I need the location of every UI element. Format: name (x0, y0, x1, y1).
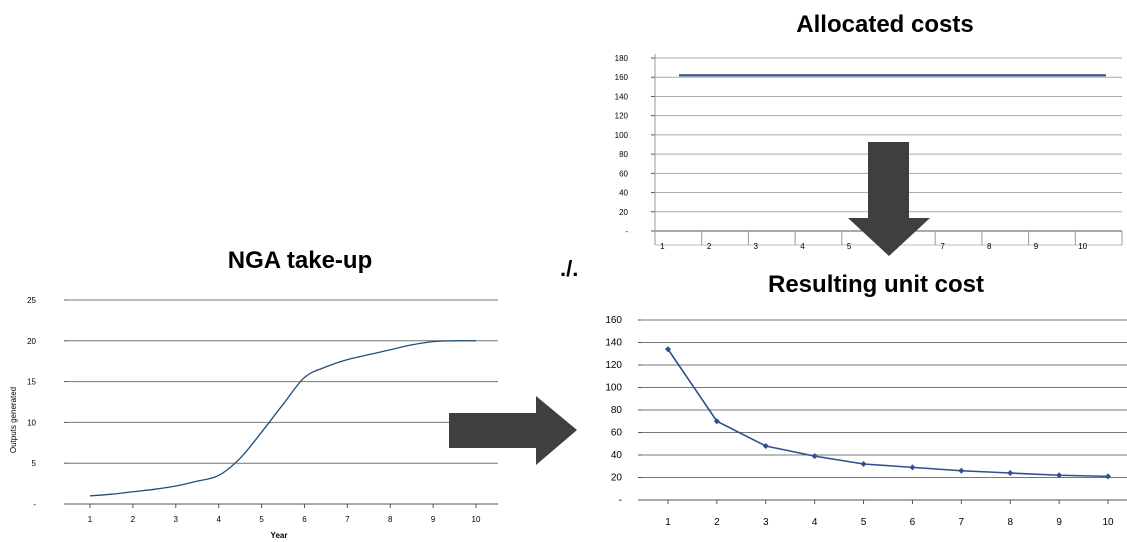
y-tick-label: 180 (615, 54, 629, 63)
y-tick-label: 160 (615, 73, 629, 82)
y-tick-label: 20 (27, 337, 36, 346)
x-tick-label: 8 (388, 515, 393, 524)
y-tick-label: 60 (611, 428, 623, 439)
x-tick-label: 3 (754, 242, 759, 251)
y-tick-label: 120 (605, 360, 622, 371)
chart-title: Resulting unit cost (768, 271, 984, 298)
x-tick-label: 4 (800, 242, 805, 251)
chart-allocated-costs: Allocated costs - 20 40 60 80 100 120 140 160 180… (615, 11, 1123, 251)
y-tick-label: 120 (615, 112, 629, 121)
y-tick-labels: - 20 40 60 80 100 120 140 160 180 (615, 54, 629, 236)
chart-title: NGA take-up (228, 247, 372, 274)
y-tick-label: 20 (619, 208, 628, 217)
series-markers (665, 346, 1111, 480)
data-point (1056, 472, 1063, 479)
x-tick-label: 10 (1078, 242, 1087, 251)
y-tick-label: 100 (605, 383, 622, 394)
x-tick-label: 1 (88, 515, 93, 524)
x-tick-label: 7 (345, 515, 350, 524)
x-tick-label: 8 (987, 242, 992, 251)
gridlines (638, 319, 1127, 504)
data-point (1105, 473, 1111, 480)
y-tick-label: 100 (615, 131, 629, 140)
y-tick-labels: - 20 40 60 80 100 120 140 160 (605, 315, 622, 506)
y-tick-label: - (619, 495, 622, 506)
x-tick-label: 5 (847, 242, 852, 251)
y-tick-label: 160 (605, 315, 622, 326)
data-point (713, 418, 720, 425)
x-tick-label: 9 (1034, 242, 1039, 251)
x-tick-label: 4 (812, 517, 818, 528)
x-tick-label: 2 (707, 242, 712, 251)
x-tick-label: 6 (302, 515, 307, 524)
y-tick-label: - (33, 500, 36, 509)
x-tick-label: 2 (131, 515, 136, 524)
y-tick-label: 80 (611, 405, 623, 416)
data-point (1007, 470, 1014, 476)
y-tick-label: 60 (619, 169, 628, 178)
x-tick-label: 10 (472, 515, 481, 524)
data-point (909, 464, 916, 471)
x-tick-labels: 1 2 3 4 5 6 7 8 9 10 (665, 517, 1114, 528)
data-point (860, 461, 867, 467)
x-tick-label: 3 (174, 515, 179, 524)
y-tick-label: 5 (32, 459, 37, 468)
x-tick-label: 4 (216, 515, 221, 524)
y-tick-label: 25 (27, 296, 36, 305)
y-tick-label: 40 (611, 450, 623, 461)
x-tick-label: 5 (861, 517, 867, 528)
data-point (665, 346, 671, 353)
y-tick-label: 10 (27, 418, 36, 427)
y-tick-label: 140 (605, 338, 622, 349)
data-point (762, 443, 769, 449)
x-tick-label: 1 (665, 517, 671, 528)
series-line (89, 340, 477, 497)
y-tick-label: - (625, 227, 628, 236)
y-tick-label: 40 (619, 189, 628, 198)
y-tick-label: 140 (615, 92, 629, 101)
x-tick-label: 3 (763, 517, 769, 528)
y-tick-label: 20 (611, 473, 623, 484)
x-tick-label: 9 (1056, 517, 1062, 528)
x-tick-label: 6 (910, 517, 916, 528)
x-tick-label: 1 (660, 242, 665, 251)
down-arrow-icon (848, 142, 930, 256)
x-tick-label: 8 (1007, 517, 1013, 528)
x-tick-label: 7 (940, 242, 945, 251)
y-tick-labels: - 5 10 15 20 25 (27, 296, 36, 509)
x-tick-labels: 1 2 3 4 5 6 7 8 9 10 (88, 515, 481, 524)
x-tick-label: 7 (959, 517, 965, 528)
gridlines (64, 299, 498, 508)
right-arrow-icon (449, 396, 577, 465)
series-line (667, 348, 1109, 478)
data-point (811, 453, 818, 460)
y-tick-label: 15 (27, 378, 36, 387)
divide-operator: ./. (560, 256, 579, 281)
x-tick-label: 2 (714, 517, 720, 528)
x-tick-label: 9 (431, 515, 436, 524)
data-point (958, 467, 965, 474)
x-tick-label: 10 (1102, 517, 1114, 528)
chart-unit-cost: Resulting unit cost -2040608010012014016… (605, 271, 1127, 528)
x-tick-label: 5 (259, 515, 264, 524)
y-tick-label: 80 (619, 150, 628, 159)
y-axis-label: Outputs generated (9, 387, 18, 453)
x-axis-label: Year (271, 531, 288, 540)
chart-title: Allocated costs (796, 11, 973, 38)
